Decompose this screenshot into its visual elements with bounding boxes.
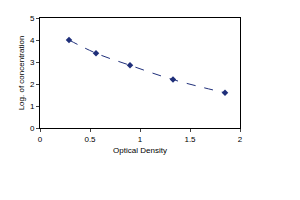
svg-text:Log. of concentration: Log. of concentration bbox=[17, 36, 26, 111]
svg-text:2: 2 bbox=[30, 80, 35, 89]
svg-text:5: 5 bbox=[30, 14, 35, 23]
svg-text:0.5: 0.5 bbox=[84, 135, 96, 144]
svg-text:1.5: 1.5 bbox=[184, 135, 196, 144]
svg-text:Optical Density: Optical Density bbox=[113, 146, 167, 155]
svg-text:1: 1 bbox=[138, 135, 143, 144]
svg-text:4: 4 bbox=[30, 36, 35, 45]
svg-text:3: 3 bbox=[30, 58, 35, 67]
svg-text:1: 1 bbox=[30, 102, 35, 111]
svg-text:0: 0 bbox=[38, 135, 43, 144]
svg-text:0: 0 bbox=[30, 124, 35, 133]
svg-text:2: 2 bbox=[238, 135, 243, 144]
